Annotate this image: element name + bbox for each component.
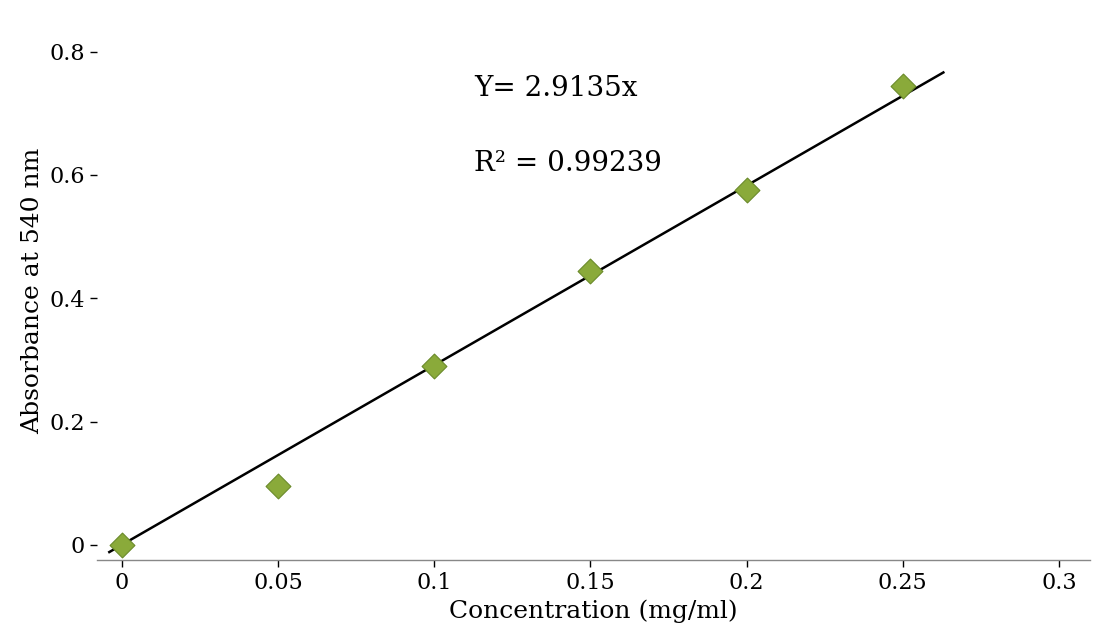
Text: R² = 0.99239: R² = 0.99239	[474, 150, 662, 177]
Point	[113, 540, 131, 550]
Text: Y= 2.9135x: Y= 2.9135x	[474, 75, 638, 102]
X-axis label: Concentration (mg/ml): Concentration (mg/ml)	[449, 600, 738, 623]
Point	[426, 361, 443, 371]
Point	[581, 265, 599, 276]
Point	[269, 481, 287, 491]
Point	[738, 185, 755, 196]
Y-axis label: Absorbance at 540 nm: Absorbance at 540 nm	[21, 147, 43, 433]
Point	[894, 80, 912, 91]
